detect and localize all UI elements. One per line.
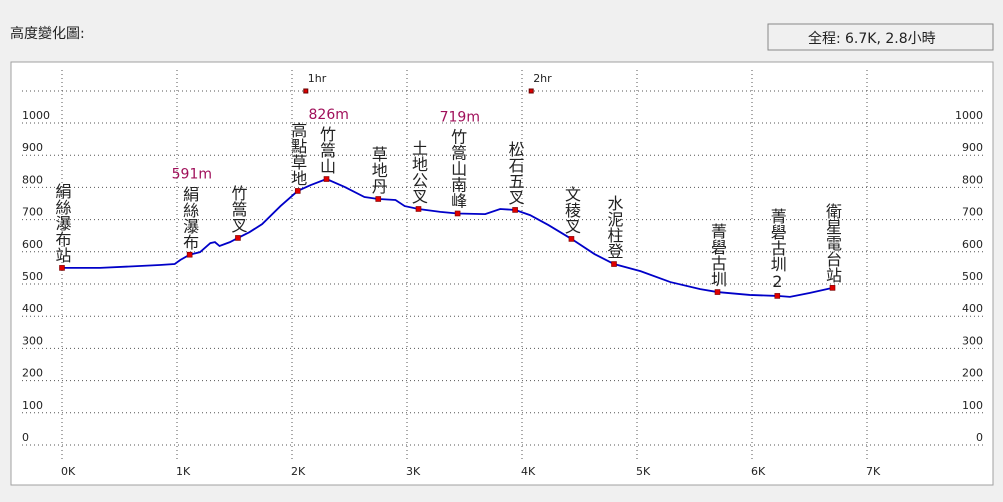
y-tick-label: 1000 — [22, 109, 50, 122]
x-tick-label: 0K — [61, 465, 76, 478]
waypoint-marker — [415, 206, 422, 212]
waypoint-marker — [714, 289, 721, 295]
waypoint-marker — [774, 293, 781, 299]
y-tick-label-right: 800 — [962, 173, 983, 186]
summary-box — [767, 23, 994, 51]
waypoint-marker — [323, 176, 330, 182]
waypoint-label: 衛星電台站 — [823, 203, 842, 283]
waypoint-marker — [611, 261, 617, 267]
y-tick-label: 900 — [22, 141, 43, 154]
waypoint-label: 竹篙山南峰 — [448, 128, 467, 208]
waypoint-label: 草地丹 — [369, 146, 388, 195]
waypoint-label: 土地公叉 — [409, 140, 428, 204]
y-tick-label: 200 — [22, 367, 43, 380]
waypoint-marker — [59, 265, 65, 271]
y-tick-label-right: 400 — [962, 302, 983, 315]
y-tick-label: 0 — [22, 431, 29, 444]
panel-title: 高度變化圖: — [10, 25, 85, 42]
waypoint-marker — [829, 285, 836, 291]
time-label: 2hr — [533, 72, 552, 85]
waypoint-label: 竹篙叉 — [228, 185, 247, 233]
elevation-label: 826m — [309, 107, 349, 123]
elevation-line — [62, 178, 833, 298]
waypoint-marker — [375, 196, 382, 202]
summary-value: 6.7K, 2.8小時 — [845, 31, 936, 47]
y-tick-label-right: 0 — [976, 431, 983, 444]
y-tick-label: 100 — [22, 399, 43, 412]
y-tick-label-right: 100 — [962, 399, 983, 412]
x-tick-label: 2K — [291, 465, 306, 478]
waypoint-label: 菁礐古圳 — [708, 223, 727, 287]
elevation-label: 591m — [172, 167, 212, 183]
summary-label: 全程: — [808, 30, 841, 47]
plot-panel — [10, 61, 994, 486]
waypoint-label: 菁礐古圳2 — [768, 208, 787, 291]
waypoint-label: 絹絲瀑布站 — [53, 183, 72, 263]
x-tick-label: 1K — [176, 465, 191, 478]
waypoint-label: 高點草地 — [288, 122, 307, 186]
time-marker — [303, 88, 309, 94]
waypoint-marker — [512, 207, 518, 213]
y-tick-label: 400 — [22, 302, 43, 315]
waypoint-label: 水泥柱登 — [605, 195, 624, 259]
y-tick-label-right: 700 — [962, 206, 983, 219]
y-tick-label-right: 900 — [962, 141, 983, 154]
y-tick-label: 300 — [22, 334, 43, 347]
waypoint-marker — [294, 188, 301, 194]
waypoint-label: 松石五叉 — [506, 141, 525, 205]
x-tick-label: 3K — [406, 465, 421, 478]
waypoint-marker — [568, 236, 575, 242]
y-tick-label-right: 200 — [962, 367, 983, 380]
waypoint-marker — [186, 251, 193, 258]
y-tick-label-right: 500 — [962, 270, 983, 283]
x-tick-label: 6K — [751, 465, 766, 478]
x-tick-label: 7K — [866, 465, 881, 478]
x-tick-label: 5K — [636, 465, 651, 478]
waypoint-marker — [454, 210, 461, 217]
time-marker — [528, 88, 534, 94]
y-tick-label-right: 300 — [962, 334, 983, 347]
waypoint-marker — [235, 235, 241, 241]
y-tick-label-right: 1000 — [955, 109, 983, 122]
time-label: 1hr — [308, 72, 327, 85]
y-tick-label: 800 — [22, 173, 43, 186]
waypoint-label: 文稜叉 — [562, 186, 581, 234]
x-tick-label: 4K — [521, 465, 536, 478]
y-tick-label: 600 — [22, 238, 43, 251]
elevation-label: 719m — [440, 109, 480, 125]
waypoint-label: 絹絲瀑布 — [180, 186, 199, 250]
y-tick-label-right: 600 — [962, 238, 983, 251]
waypoint-label: 竹篙山 — [317, 126, 336, 174]
y-tick-label: 500 — [22, 270, 43, 283]
y-tick-label: 700 — [22, 206, 43, 219]
